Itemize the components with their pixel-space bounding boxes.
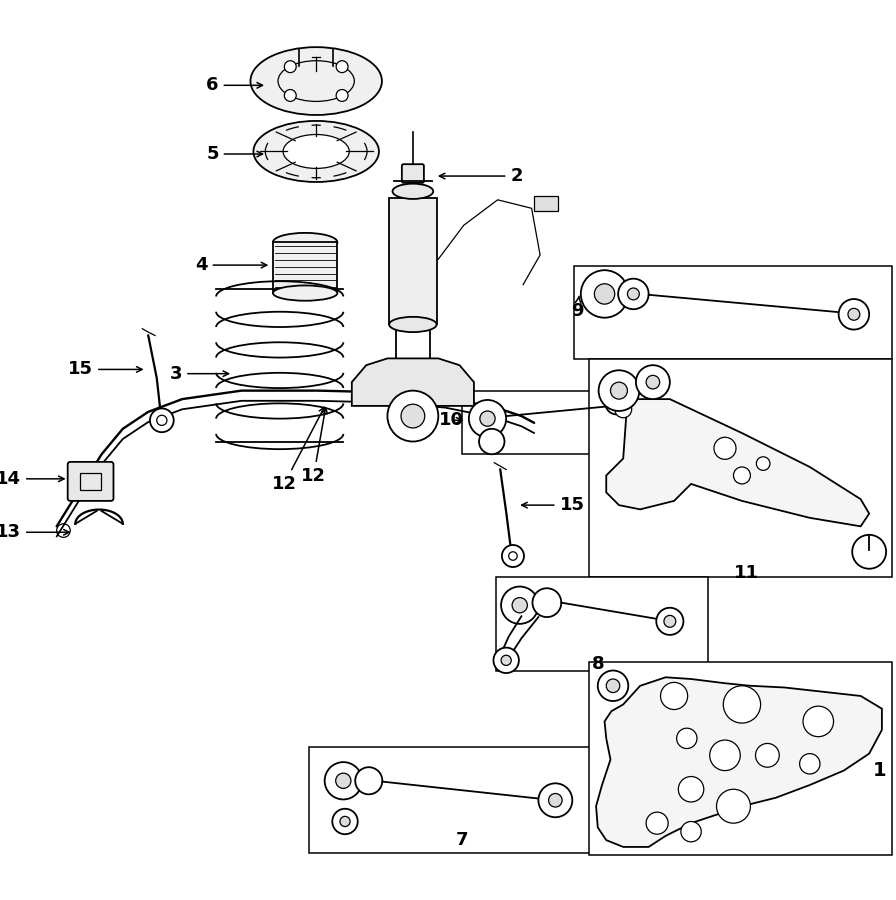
Circle shape	[714, 437, 736, 459]
Text: 3: 3	[169, 364, 228, 382]
Circle shape	[756, 457, 770, 471]
Text: 7: 7	[456, 831, 469, 849]
Circle shape	[355, 767, 383, 795]
Circle shape	[469, 400, 506, 437]
Circle shape	[594, 284, 615, 304]
Ellipse shape	[273, 233, 338, 251]
Circle shape	[710, 740, 740, 770]
Circle shape	[646, 812, 668, 834]
Text: 10: 10	[439, 411, 464, 429]
Text: 13: 13	[0, 523, 69, 541]
Bar	[81, 472, 100, 490]
Circle shape	[581, 270, 628, 318]
Circle shape	[618, 279, 649, 310]
Circle shape	[607, 679, 620, 693]
Circle shape	[636, 365, 670, 399]
Ellipse shape	[283, 134, 349, 168]
Circle shape	[599, 370, 640, 411]
Text: 12: 12	[301, 408, 327, 485]
Bar	[389, 198, 436, 325]
Text: 11: 11	[734, 564, 759, 582]
Circle shape	[598, 670, 628, 701]
Circle shape	[610, 382, 627, 399]
Circle shape	[678, 777, 703, 802]
Circle shape	[646, 375, 659, 389]
Text: 8: 8	[591, 654, 604, 672]
Ellipse shape	[389, 317, 436, 332]
Bar	[590, 662, 892, 855]
Circle shape	[734, 467, 751, 484]
Circle shape	[538, 783, 573, 817]
Circle shape	[799, 753, 820, 774]
Circle shape	[803, 706, 833, 737]
Circle shape	[284, 89, 297, 102]
Bar	[496, 577, 708, 670]
Circle shape	[839, 299, 869, 329]
Circle shape	[494, 648, 519, 673]
Text: 2: 2	[439, 167, 523, 185]
Text: 15: 15	[521, 496, 584, 514]
Circle shape	[336, 89, 348, 102]
Polygon shape	[607, 399, 869, 526]
Circle shape	[681, 822, 702, 842]
Circle shape	[548, 794, 562, 807]
Ellipse shape	[392, 184, 434, 199]
Circle shape	[501, 655, 512, 665]
Circle shape	[284, 60, 297, 73]
Circle shape	[676, 728, 697, 749]
Text: 12: 12	[271, 408, 324, 493]
Circle shape	[401, 404, 425, 428]
Circle shape	[615, 400, 632, 418]
Circle shape	[755, 743, 780, 767]
FancyBboxPatch shape	[68, 462, 114, 501]
Text: 4: 4	[195, 256, 267, 274]
Circle shape	[501, 587, 538, 624]
Circle shape	[502, 545, 524, 567]
Polygon shape	[352, 358, 474, 406]
Circle shape	[332, 809, 358, 834]
Text: 5: 5	[206, 145, 263, 163]
Circle shape	[336, 60, 348, 73]
Text: 6: 6	[206, 76, 263, 94]
Bar	[309, 747, 607, 853]
Ellipse shape	[251, 47, 382, 115]
Circle shape	[324, 762, 362, 799]
Text: 1: 1	[873, 761, 886, 780]
Bar	[273, 242, 338, 293]
Bar	[590, 359, 892, 577]
Circle shape	[660, 682, 687, 709]
Circle shape	[480, 411, 495, 427]
Circle shape	[606, 392, 627, 414]
Circle shape	[723, 686, 761, 723]
Circle shape	[848, 309, 860, 320]
Circle shape	[656, 608, 684, 634]
FancyBboxPatch shape	[401, 164, 424, 183]
Bar	[534, 195, 558, 211]
Text: 15: 15	[68, 360, 142, 378]
Circle shape	[150, 409, 174, 432]
Circle shape	[479, 428, 504, 454]
Circle shape	[336, 773, 351, 788]
Circle shape	[717, 789, 751, 824]
Circle shape	[852, 535, 886, 569]
Circle shape	[664, 616, 676, 627]
Circle shape	[513, 598, 528, 613]
Circle shape	[627, 288, 640, 300]
Circle shape	[387, 391, 438, 442]
Circle shape	[532, 589, 561, 617]
Bar	[574, 266, 892, 359]
Circle shape	[340, 816, 350, 826]
Text: 14: 14	[0, 470, 64, 488]
Text: 9: 9	[571, 296, 583, 320]
Ellipse shape	[273, 285, 338, 301]
Polygon shape	[596, 678, 882, 847]
Bar	[462, 391, 649, 454]
Ellipse shape	[254, 121, 379, 182]
